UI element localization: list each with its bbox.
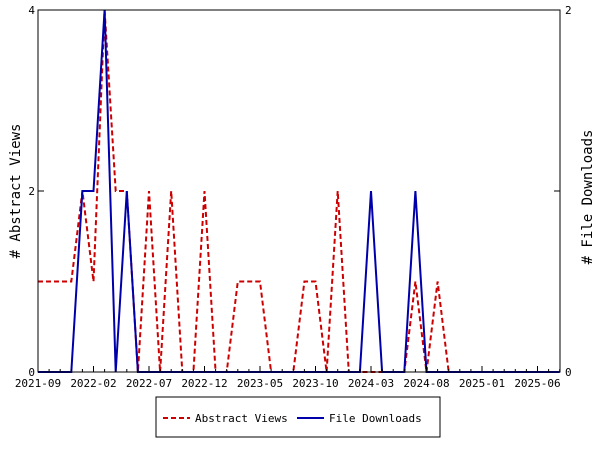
x-tick-label: 2025-06 [514,377,560,390]
y-left-axis-title: # Abstract Views [8,124,24,259]
x-tick-label: 2025-01 [459,377,505,390]
series-line-abstract-views [38,9,560,373]
series-layer [38,9,560,373]
legend: Abstract Views File Downloads [155,396,441,438]
y-left-tick-label: 4 [28,4,35,17]
y-left-tick-label: 2 [28,185,35,198]
ticks-layer [37,9,561,373]
x-tick-label: 2024-08 [403,377,449,390]
x-tick-label: 2023-05 [237,377,283,390]
x-tick-label: 2023-10 [292,377,338,390]
x-tick-label: 2022-02 [70,377,116,390]
legend-label-abstract-views: Abstract Views [195,412,288,425]
series-line-file-downloads [38,9,560,373]
y-right-tick-label: 2 [565,4,572,17]
x-tick-label: 2021-09 [15,377,61,390]
legend-label-file-downloads: File Downloads [329,412,422,425]
y-left-tick-label: 0 [28,366,35,379]
x-tick-label: 2022-12 [181,377,227,390]
y-right-tick-label: 0 [565,366,572,379]
labels-layer: 2021-09 2022-02 2022-07 2022-12 2023-05 2023-… [15,4,572,390]
y-right-axis-title: # File Downloads [580,130,596,265]
x-tick-label: 2022-07 [126,377,172,390]
x-tick-label: 2024-03 [348,377,394,390]
